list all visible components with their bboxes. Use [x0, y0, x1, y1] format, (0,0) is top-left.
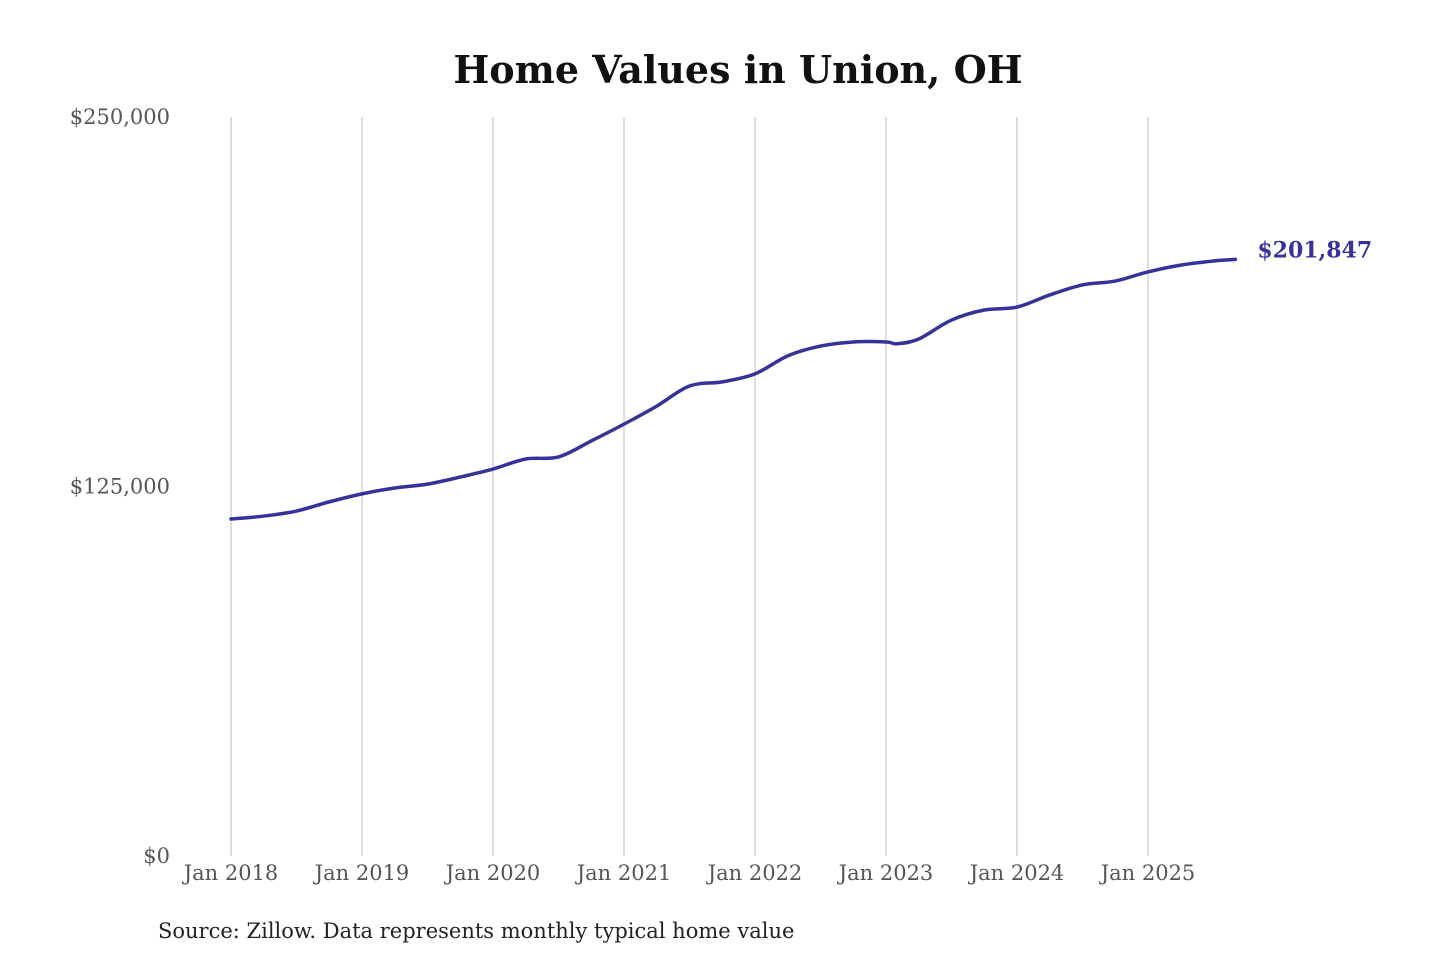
x-tick-label: Jan 2018 — [182, 861, 279, 885]
y-axis: $0 $125,000 $250,000 — [70, 105, 170, 868]
x-tick-label: Jan 2022 — [706, 861, 803, 885]
x-tick-label: Jan 2025 — [1099, 861, 1196, 885]
chart-title: Home Values in Union, OH — [453, 47, 1022, 92]
y-tick-label: $250,000 — [70, 105, 170, 129]
x-axis: Jan 2018 Jan 2019 Jan 2020 Jan 2021 Jan 2022… — [182, 861, 1196, 885]
series-line — [229, 257, 1238, 521]
end-value-label: $201,847 — [1257, 237, 1372, 263]
x-tick-label: Jan 2024 — [968, 861, 1065, 885]
y-tick-label: $0 — [143, 844, 170, 868]
x-tick-label: Jan 2023 — [837, 861, 934, 885]
source-note: Source: Zillow. Data represents monthly … — [158, 919, 794, 943]
y-tick-label: $125,000 — [70, 475, 170, 499]
grid — [230, 117, 1149, 856]
x-tick-label: Jan 2021 — [575, 861, 672, 885]
x-tick-label: Jan 2020 — [444, 861, 541, 885]
x-tick-label: Jan 2019 — [313, 861, 410, 885]
